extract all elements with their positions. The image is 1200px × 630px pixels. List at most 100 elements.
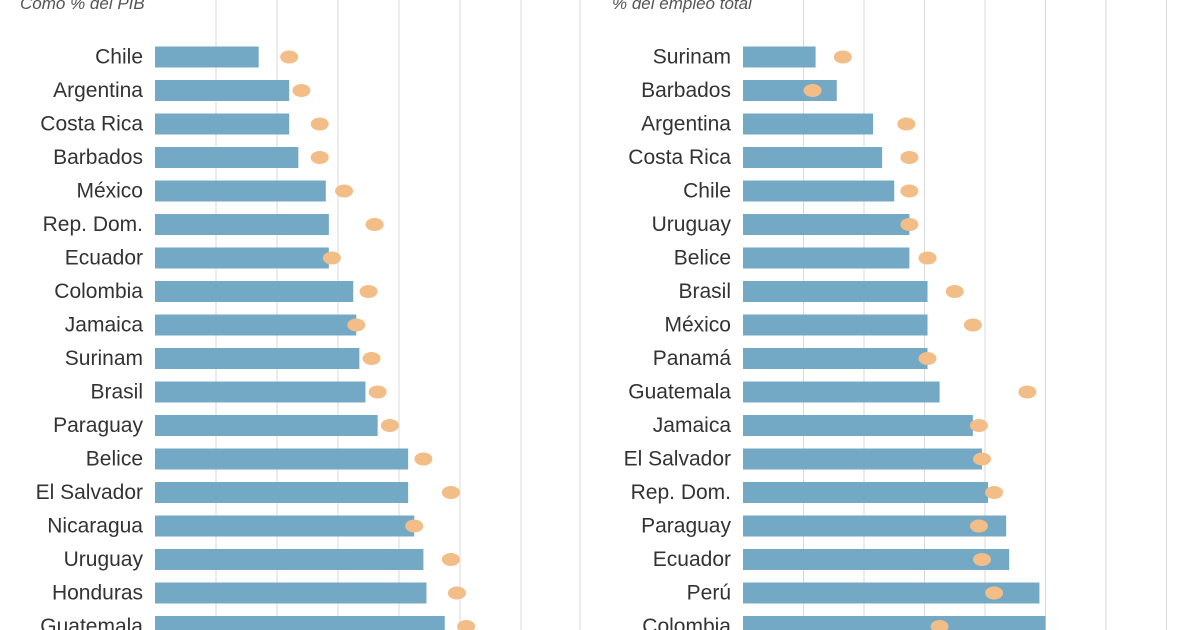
left-category-label: Paraguay [53, 414, 143, 437]
left-bar [155, 549, 424, 570]
left-category-label: Ecuador [65, 247, 143, 270]
left-dot-marker [441, 553, 460, 566]
right-dot-marker [985, 586, 1004, 600]
right-bar [743, 415, 973, 436]
right-bar [743, 515, 1007, 537]
left-category-label: Nicaragua [47, 515, 143, 538]
left-dot-marker [368, 385, 387, 399]
right-bar [743, 381, 940, 403]
left-category-label: Surinam [65, 347, 143, 370]
right-bar [743, 448, 982, 470]
right-bar [743, 46, 816, 68]
right-bar [743, 314, 928, 336]
left-bar [155, 515, 415, 537]
left-dot-marker [322, 251, 341, 265]
right-category-label: Panamá [653, 347, 732, 370]
right-category-label: Jamaica [653, 414, 732, 437]
left-category-label: Costa Rica [40, 113, 143, 136]
left-category-label: Guatemala [40, 615, 143, 630]
right-category-label: Surinam [653, 46, 731, 69]
right-dot-marker [897, 117, 916, 131]
left-category-label: Uruguay [64, 548, 144, 571]
left-dot-marker [405, 519, 424, 533]
right-bar [743, 582, 1040, 604]
left-bar [155, 448, 409, 470]
right-bar [743, 113, 874, 135]
left-bar [155, 281, 354, 302]
left-bar [155, 616, 445, 630]
right-category-label: Paraguay [641, 515, 731, 538]
right-category-label: Ecuador [653, 548, 731, 571]
right-category-label: Belice [674, 247, 731, 270]
right-dot-marker [918, 251, 937, 265]
left-bar [155, 46, 259, 68]
left-dot-marker [414, 452, 433, 466]
left-category-label: Colombia [54, 280, 143, 303]
right-dot-marker [945, 285, 964, 298]
left-category-label: Argentina [53, 79, 143, 102]
left-bar [155, 247, 329, 269]
left-dot-marker [365, 218, 384, 231]
right-category-label: Uruguay [652, 213, 732, 236]
right-bar [743, 348, 928, 369]
right-dot-marker [969, 519, 988, 533]
left-bar [155, 113, 290, 135]
right-chart-subtitle: % del empleo total [612, 0, 752, 13]
left-category-label: México [76, 180, 143, 203]
right-dot-marker [1018, 385, 1037, 399]
right-dot-marker [972, 553, 991, 566]
left-dot-marker [347, 318, 366, 332]
right-category-label: México [664, 314, 731, 337]
right-bar [743, 80, 837, 101]
right-bar [743, 247, 910, 269]
left-bar [155, 381, 366, 403]
right-category-label: Chile [683, 180, 731, 203]
left-bar [155, 147, 299, 168]
left-dot-marker [292, 84, 311, 97]
left-dot-marker [362, 352, 381, 365]
right-category-label: Argentina [641, 113, 731, 136]
left-dot-marker [441, 486, 460, 499]
right-dot-marker [972, 452, 991, 466]
left-dot-marker [457, 620, 476, 630]
right-bar [743, 616, 1046, 630]
right-category-label: Rep. Dom. [631, 481, 731, 504]
left-category-label: Rep. Dom. [43, 213, 143, 236]
right-category-label: Barbados [641, 79, 731, 102]
right-category-label: Colombia [642, 615, 731, 630]
right-dot-marker [930, 620, 949, 630]
left-category-label: El Salvador [36, 481, 143, 504]
right-dot-marker [833, 50, 852, 64]
left-bar [155, 415, 378, 436]
left-dot-marker [335, 184, 354, 198]
right-category-label: Perú [687, 582, 731, 605]
right-bar [743, 482, 989, 503]
right-category-label: El Salvador [624, 448, 731, 471]
left-dot-marker [280, 50, 299, 64]
right-category-label: Costa Rica [628, 146, 731, 169]
right-category-label: Guatemala [628, 381, 731, 404]
left-bar [155, 348, 360, 369]
left-bar [155, 314, 357, 336]
right-dot-marker [900, 218, 919, 231]
left-chart-subtitle: Como % del PIB [20, 0, 145, 13]
left-dot-marker [380, 419, 399, 432]
left-dot-marker [310, 117, 329, 131]
left-dot-marker [359, 285, 378, 298]
left-category-label: Chile [95, 46, 143, 69]
left-category-label: Barbados [53, 146, 143, 169]
right-dot-marker [918, 352, 937, 365]
right-dot-marker [900, 151, 919, 164]
right-bar [743, 147, 883, 168]
left-bar [155, 80, 290, 101]
left-bar [155, 180, 326, 202]
right-dot-marker [900, 184, 919, 198]
right-category-label: Brasil [678, 280, 731, 303]
left-bar [155, 214, 329, 235]
right-bar [743, 180, 895, 202]
left-category-label: Belice [86, 448, 143, 471]
right-bar [743, 214, 910, 235]
left-category-label: Honduras [52, 582, 143, 605]
